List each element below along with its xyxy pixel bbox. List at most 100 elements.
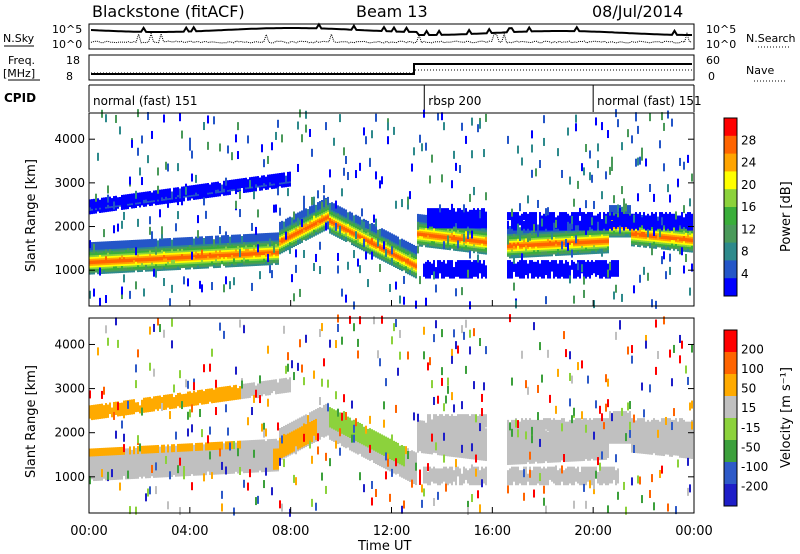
heatmap-cell [463, 260, 465, 269]
heatmap-cell [169, 188, 171, 197]
heatmap-cell [589, 267, 591, 276]
noise-left-tick-top: 10^5 [52, 23, 82, 36]
heatmap-cell [341, 288, 343, 297]
heatmap-cell [105, 241, 107, 250]
heatmap-cell [121, 201, 123, 210]
heatmap-cell [263, 159, 265, 168]
heatmap-cell [471, 117, 473, 126]
heatmap-cell [587, 268, 589, 277]
heatmap-cell [201, 284, 203, 293]
heatmap-cell [551, 260, 553, 269]
heatmap-cell [529, 260, 531, 269]
freq-right-tick-top: 60 [706, 54, 720, 67]
heatmap-cell [229, 179, 231, 188]
heatmap-cell [303, 202, 305, 211]
heatmap-cell [467, 260, 469, 269]
heatmap-cell [599, 222, 601, 231]
heatmap-cell [117, 223, 119, 232]
heatmap-cell [97, 241, 99, 250]
heatmap-cell [195, 174, 197, 183]
heatmap-cell [153, 190, 155, 199]
heatmap-cell [519, 233, 521, 242]
heatmap-cell [295, 264, 297, 273]
cpid-segments: normal (fast) 151 rbsp 200 normal (fast) 1… [88, 84, 702, 112]
heatmap-cell [219, 143, 221, 152]
heatmap-cell [159, 238, 161, 247]
heatmap-cell [93, 243, 95, 252]
heatmap-cell [149, 216, 151, 225]
heatmap-cell [565, 268, 567, 277]
heatmap-cell [479, 120, 481, 129]
heatmap-cell [567, 213, 569, 222]
heatmap-cell [91, 199, 93, 208]
heatmap-cell [547, 207, 549, 216]
heatmap-cell [217, 235, 219, 244]
heatmap-cell [609, 166, 611, 175]
heatmap-cell [99, 297, 101, 306]
heatmap-cell [241, 178, 243, 187]
heatmap-cell [233, 277, 235, 286]
heatmap-cell [347, 212, 349, 221]
heatmap-cell [441, 213, 443, 222]
heatmap-cell [441, 174, 443, 183]
heatmap-cell [475, 260, 477, 269]
heatmap-cell [175, 187, 177, 196]
heatmap-cell [507, 135, 509, 144]
heatmap-cell [265, 176, 267, 185]
heatmap-cell [603, 212, 605, 221]
heatmap-cell [333, 137, 335, 146]
heatmap-cell [473, 260, 475, 269]
heatmap-cell [213, 239, 215, 248]
heatmap-cell [381, 228, 383, 237]
heatmap-cell [383, 241, 385, 250]
heatmap-cell [607, 130, 609, 139]
heatmap-cell [275, 131, 277, 140]
heatmap-cell [507, 220, 509, 229]
heatmap-cell [281, 134, 283, 143]
heatmap-cell [251, 176, 253, 185]
heatmap-cell [409, 191, 411, 200]
heatmap-cell [207, 141, 209, 150]
heatmap-cell [581, 260, 583, 269]
heatmap-cell [135, 190, 137, 199]
heatmap-cell [387, 118, 389, 127]
heatmap-cell [211, 235, 213, 244]
heatmap-cell [141, 192, 143, 201]
heatmap-cell [191, 173, 193, 182]
heatmap-cell [513, 263, 515, 272]
heatmap-cell [469, 250, 471, 259]
heatmap-cell [189, 137, 191, 146]
nave-label: Nave [746, 64, 774, 77]
heatmap-cell [439, 204, 441, 213]
heatmap-cell [519, 215, 521, 224]
heatmap-cell [555, 219, 557, 228]
freq-line [91, 63, 692, 75]
heatmap-cell [567, 261, 569, 270]
heatmap-cell [609, 262, 611, 271]
heatmap-cell [245, 177, 247, 186]
heatmap-cell [515, 212, 517, 221]
heatmap-cell [407, 241, 409, 250]
heatmap-cell [527, 195, 529, 204]
heatmap-cell [315, 204, 317, 213]
heatmap-cell [443, 260, 445, 269]
heatmap-cell [109, 241, 111, 250]
heatmap-cell [155, 269, 157, 278]
heatmap-cell [239, 234, 241, 243]
noise-right-tick-bottom: 10^0 [706, 38, 736, 51]
noise-right-tick-top: 10^5 [706, 23, 736, 36]
heatmap-cell [577, 262, 579, 271]
heatmap-cell [441, 112, 443, 121]
heatmap-cell [203, 237, 205, 246]
heatmap-cell [325, 122, 327, 131]
heatmap-cell [319, 241, 321, 250]
heatmap-cell [443, 122, 445, 131]
heatmap-cell [197, 215, 199, 224]
heatmap-cell [353, 215, 355, 224]
heatmap-cell [613, 291, 615, 300]
heatmap-cell [445, 208, 447, 217]
heatmap-cell [321, 201, 323, 210]
heatmap-cell [345, 209, 347, 218]
heatmap-cell [603, 260, 605, 269]
heatmap-cell [531, 260, 533, 269]
